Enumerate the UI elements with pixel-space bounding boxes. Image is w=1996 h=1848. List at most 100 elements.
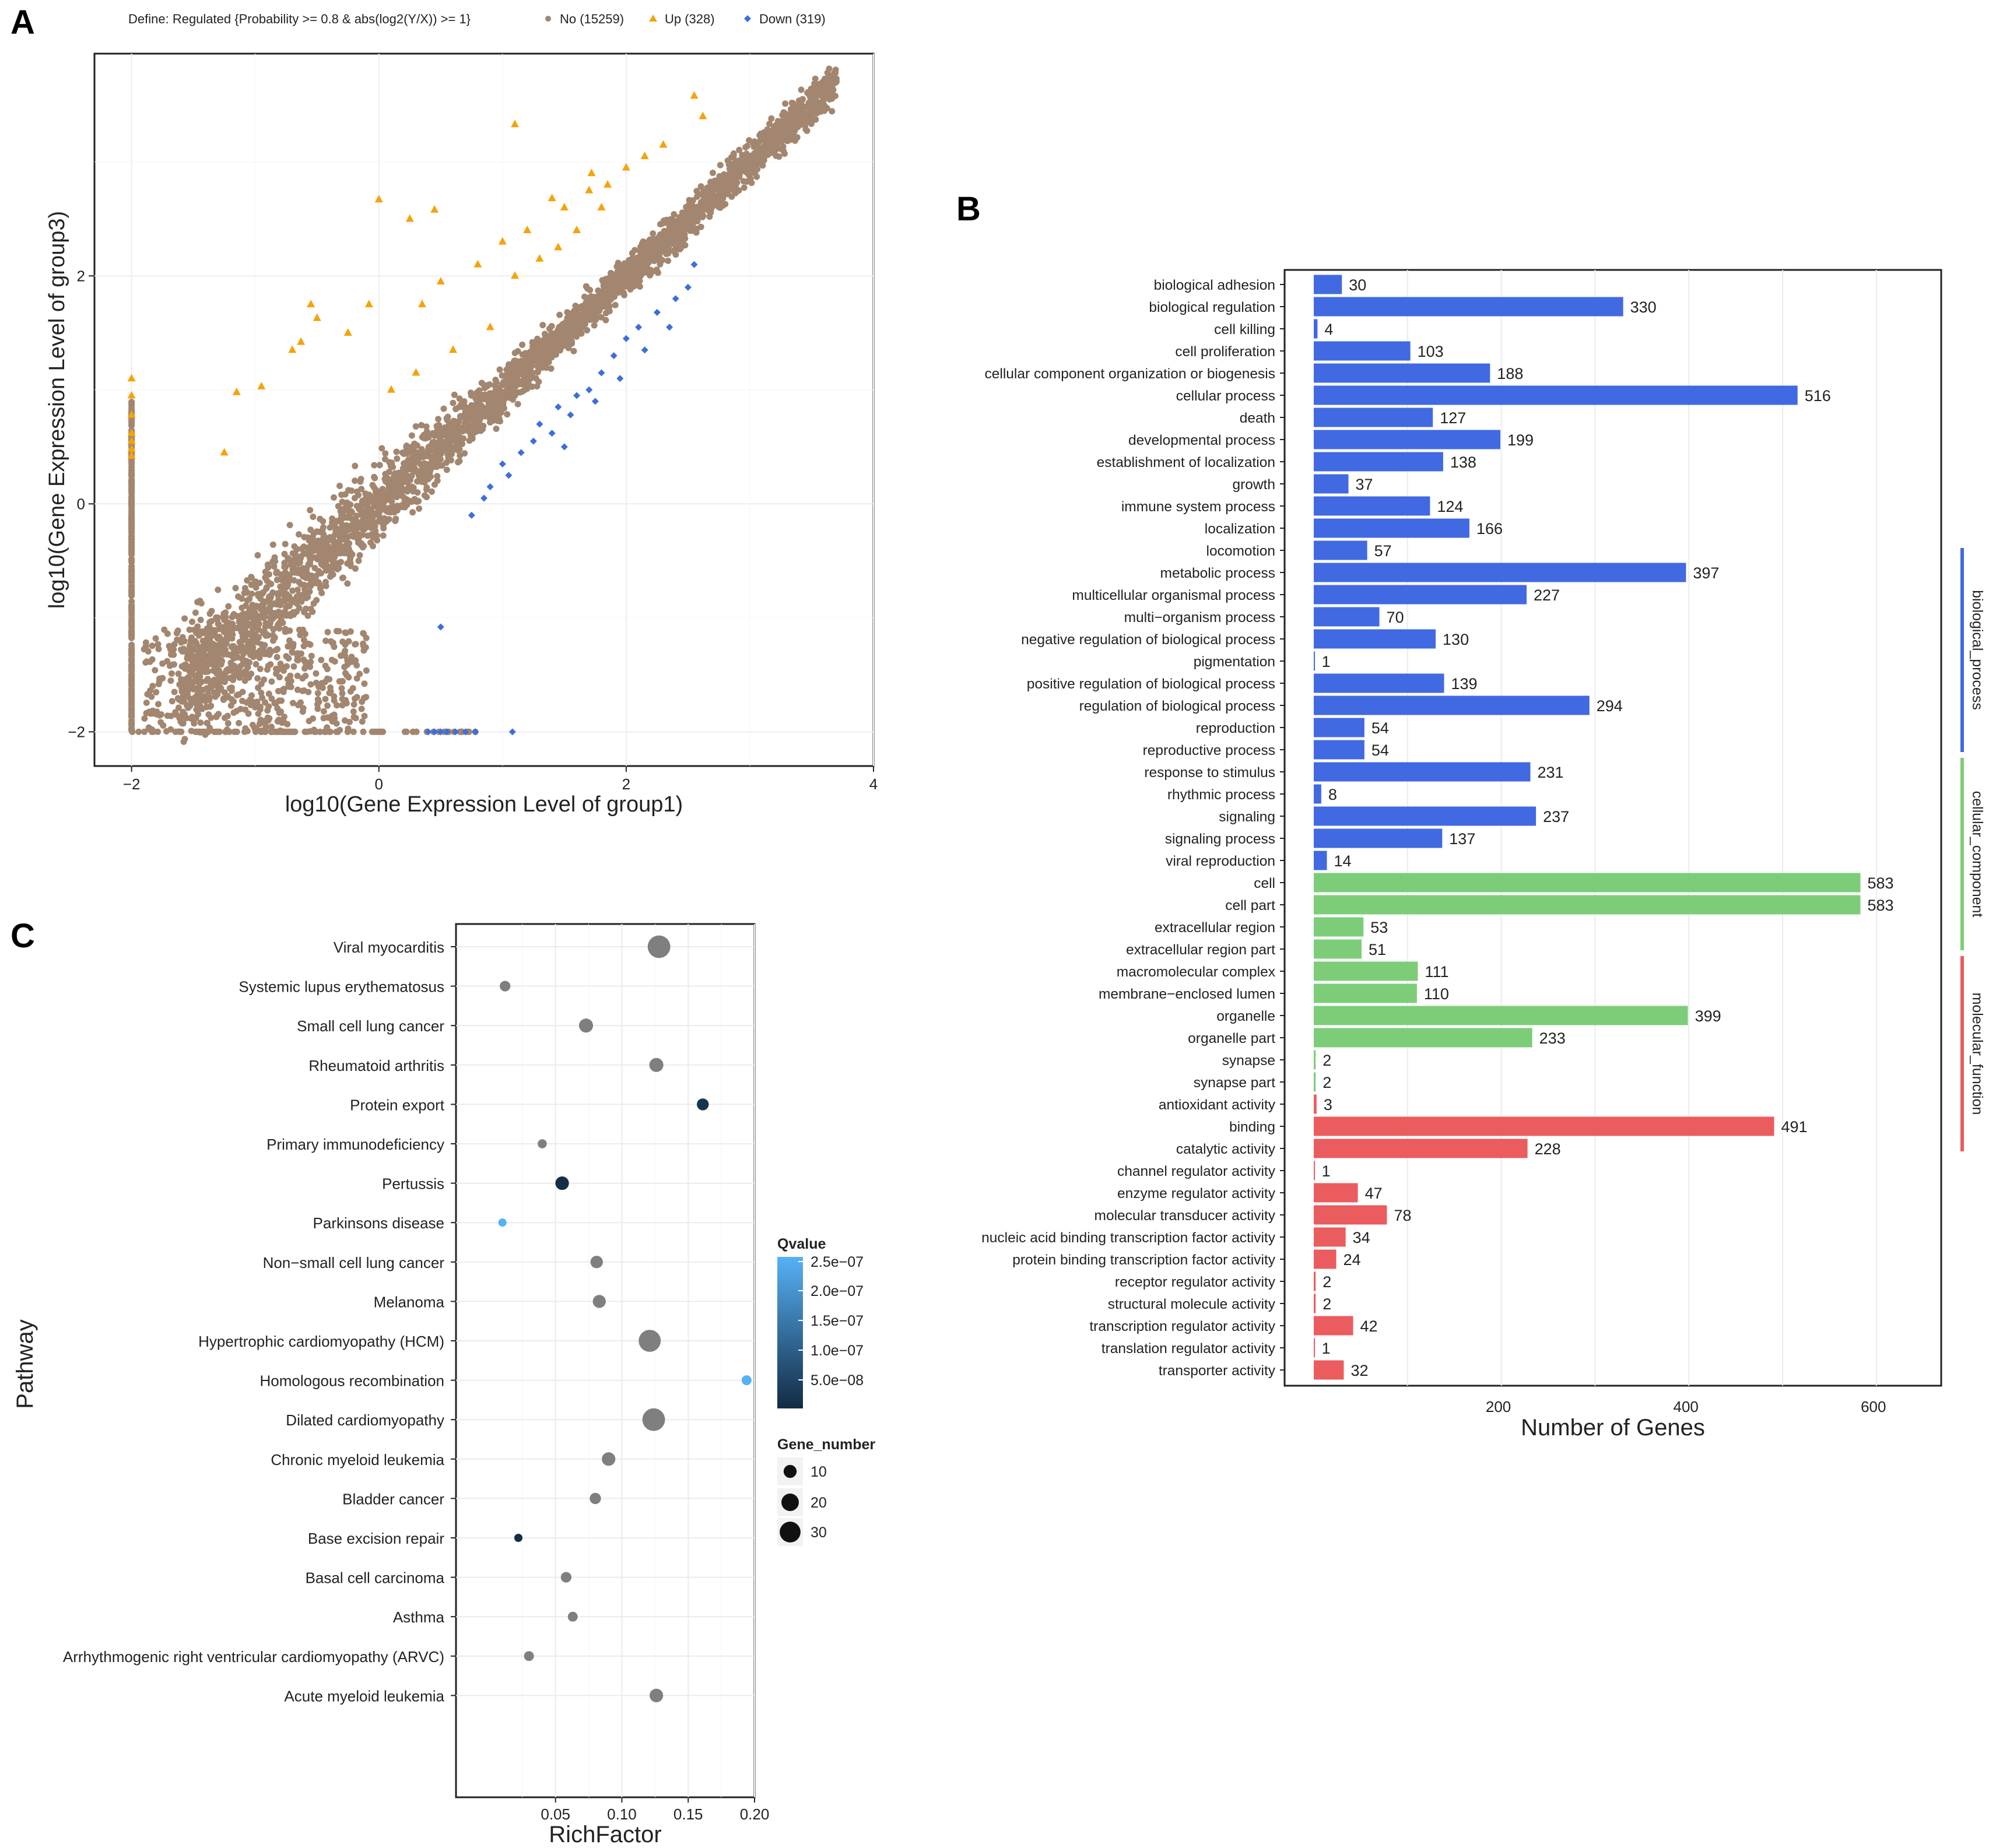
no-point: [289, 587, 296, 594]
no-point: [515, 370, 522, 377]
no-point: [213, 655, 220, 662]
bar: [1314, 806, 1537, 826]
panel-b-bars: 3033041031885161271991383712416657397227…: [1314, 275, 1894, 1380]
no-point: [290, 562, 297, 569]
bar: [1314, 540, 1367, 560]
no-point: [328, 656, 335, 663]
down-point: [653, 308, 661, 316]
no-point: [328, 638, 335, 645]
no-point: [455, 418, 462, 425]
no-point: [294, 570, 301, 577]
no-point: [647, 266, 654, 273]
no-point: [326, 690, 333, 697]
category-label: growth: [1232, 477, 1275, 493]
no-point: [128, 677, 135, 684]
no-point: [190, 686, 197, 693]
no-point: [285, 643, 292, 650]
up-point: [548, 194, 556, 202]
no-point: [327, 536, 334, 543]
no-point: [607, 270, 614, 276]
bar-value-label: 2: [1323, 1052, 1331, 1069]
no-point: [444, 413, 451, 420]
no-point: [167, 651, 174, 658]
no-point: [297, 581, 304, 588]
bar: [1314, 518, 1469, 538]
no-point: [255, 652, 262, 659]
gene-number-label: 20: [811, 1495, 827, 1511]
no-point: [327, 684, 334, 691]
no-point: [565, 314, 572, 321]
no-point: [181, 676, 188, 683]
no-point: [672, 247, 678, 254]
category-label: death: [1240, 410, 1275, 426]
no-point: [556, 311, 563, 318]
no-point: [363, 667, 370, 674]
no-point: [279, 620, 286, 626]
no-point: [665, 237, 672, 244]
no-point: [195, 666, 202, 672]
no-point: [459, 427, 466, 434]
no-point: [550, 349, 557, 356]
no-point: [812, 116, 819, 123]
group-strip: [1960, 956, 1964, 1151]
no-point: [422, 462, 429, 469]
no-point: [142, 639, 149, 646]
no-point: [673, 219, 680, 226]
no-point: [401, 451, 408, 457]
no-point: [519, 341, 526, 348]
no-point: [216, 626, 223, 633]
no-point: [128, 645, 135, 652]
no-point: [278, 663, 285, 670]
no-point: [254, 698, 261, 705]
up-point: [511, 271, 520, 279]
no-point: [804, 127, 811, 134]
no-point: [283, 628, 290, 635]
no-point: [156, 675, 163, 682]
no-point: [736, 146, 743, 153]
no-point: [280, 686, 287, 693]
no-point: [300, 637, 307, 644]
no-point: [352, 641, 359, 648]
bar: [1314, 1294, 1316, 1313]
category-label: translation regulator activity: [1102, 1341, 1276, 1357]
no-point: [128, 609, 135, 616]
no-point: [189, 667, 196, 674]
no-point: [636, 283, 643, 290]
no-point: [808, 85, 815, 92]
no-point: [437, 435, 443, 441]
category-label: transcription regulator activity: [1089, 1319, 1275, 1334]
x-tick-label: 600: [1861, 1398, 1886, 1415]
no-point: [310, 715, 316, 722]
no-point: [335, 550, 342, 557]
panel-a-define-text: Define: Regulated {Probability >= 0.8 & …: [128, 12, 471, 26]
no-point: [274, 576, 280, 583]
down-point: [431, 728, 439, 736]
no-point: [128, 627, 135, 634]
up-point: [220, 448, 229, 456]
pathway-label: Melanoma: [374, 1293, 445, 1311]
no-point: [309, 608, 316, 615]
group-label: molecular_function: [1969, 993, 1986, 1115]
no-point: [257, 595, 264, 602]
no-point: [342, 652, 349, 659]
no-point: [375, 512, 382, 519]
bar-value-label: 1: [1322, 1340, 1331, 1357]
no-point: [564, 309, 571, 316]
down-point: [672, 295, 679, 303]
no-point: [170, 646, 177, 653]
point: [567, 1611, 578, 1622]
bar: [1314, 895, 1861, 915]
no-point: [218, 661, 224, 668]
bar: [1314, 983, 1417, 1003]
no-point: [308, 577, 314, 584]
panel-b-go-bar-chart: 3033041031885161271991383712416657397227…: [981, 269, 1986, 1441]
no-point: [520, 373, 527, 380]
x-tick-label: 4: [869, 775, 878, 793]
bar: [1314, 917, 1364, 937]
point: [514, 1533, 522, 1543]
no-point: [128, 524, 135, 530]
up-point: [127, 374, 136, 382]
no-point: [393, 494, 400, 501]
no-point: [513, 379, 520, 386]
no-point: [362, 514, 369, 521]
